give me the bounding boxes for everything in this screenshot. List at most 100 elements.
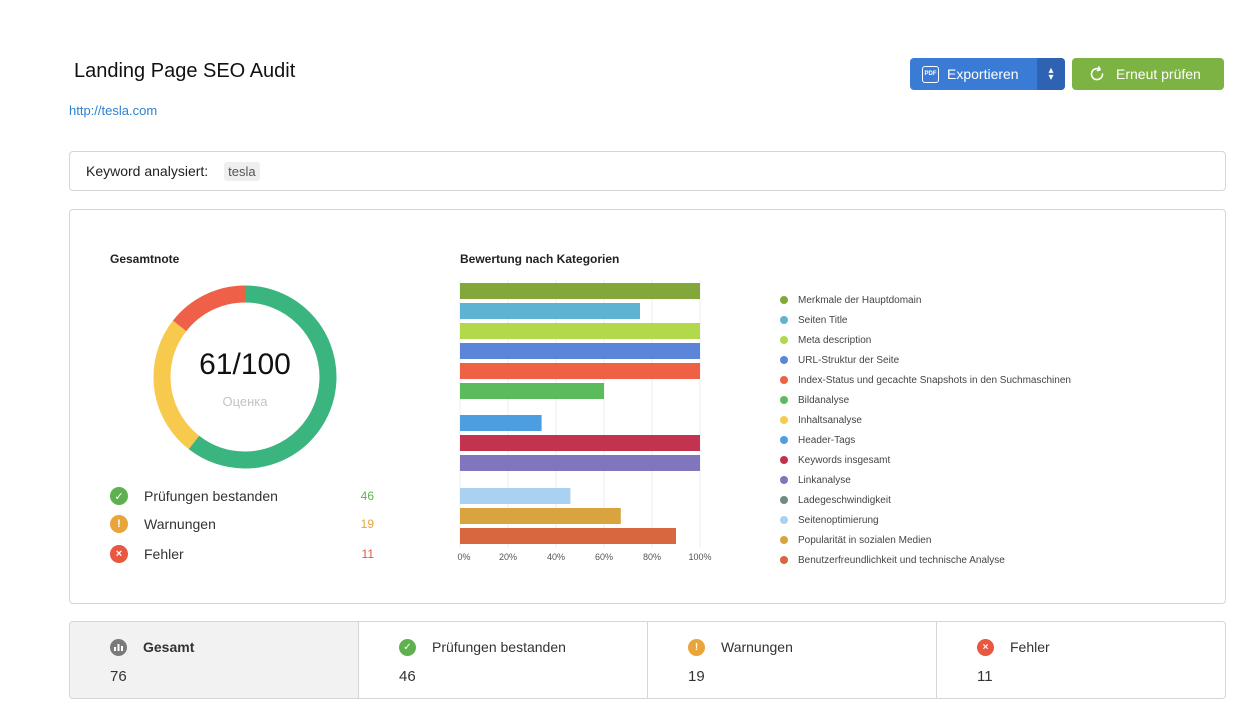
stat-passed-value: 46	[360, 489, 374, 503]
summary-warnings-value: 19	[688, 668, 705, 685]
legend-item: Header-Tags	[780, 430, 1071, 450]
export-dropdown-toggle[interactable]: ▴ ▾	[1037, 58, 1065, 90]
chart-bar	[460, 323, 700, 339]
chart-bar	[460, 528, 676, 544]
check-icon: ✓	[399, 638, 416, 656]
summary-errors-label: Fehler	[1010, 639, 1050, 655]
chart-bar	[460, 363, 700, 379]
summary-passed-value: 46	[399, 668, 416, 685]
legend-dot-icon	[780, 416, 788, 424]
legend-label: Meta description	[798, 334, 872, 346]
chart-tick-label: 20%	[499, 552, 517, 562]
export-button[interactable]: PDF Exportieren ▴ ▾	[910, 58, 1065, 90]
chart-bar	[460, 455, 700, 471]
donut-errors-segment	[153, 285, 337, 469]
chart-tick-label: 100%	[688, 552, 711, 562]
recheck-button[interactable]: Erneut prüfen	[1072, 58, 1224, 90]
stat-warnings-label: Warnungen	[144, 516, 216, 532]
chart-tick-label: 0%	[457, 552, 470, 562]
legend-label: Inhaltsanalyse	[798, 414, 862, 426]
legend-label: Linkanalyse	[798, 474, 851, 486]
legend-dot-icon	[780, 296, 788, 304]
stat-warnings: ! Warnungen 19	[110, 514, 374, 534]
legend-label: Bildanalyse	[798, 394, 850, 406]
legend-dot-icon	[780, 356, 788, 364]
legend-label: Ladegeschwindigkeit	[798, 494, 891, 506]
keyword-box: Keyword analysiert: tesla	[69, 151, 1226, 191]
legend-dot-icon	[780, 336, 788, 344]
caret-up-icon: ▴	[1048, 65, 1054, 76]
legend-item: Linkanalyse	[780, 470, 1071, 490]
chart-bar	[460, 343, 700, 359]
error-icon: ×	[977, 638, 994, 656]
legend-label: Seiten Title	[798, 314, 848, 326]
summary-passed-label: Prüfungen bestanden	[432, 639, 566, 655]
legend-dot-icon	[780, 376, 788, 384]
chart-bar	[460, 488, 571, 504]
summary-warnings-label: Warnungen	[721, 639, 793, 655]
recheck-label: Erneut prüfen	[1116, 66, 1201, 82]
legend-item: Inhaltsanalyse	[780, 410, 1071, 430]
summary-bar: Gesamt 76 ✓ Prüfungen bestanden 46 ! War…	[69, 621, 1226, 699]
chart-bar	[460, 415, 542, 431]
summary-total-value: 76	[110, 668, 127, 685]
stat-passed-label: Prüfungen bestanden	[144, 488, 278, 504]
legend-label: Popularität in sozialen Medien	[798, 534, 932, 546]
keyword-label: Keyword analysiert:	[86, 163, 209, 179]
legend-item: Index-Status und gecachte Snapshots in d…	[780, 370, 1071, 390]
category-chart-title: Bewertung nach Kategorien	[460, 252, 620, 266]
score-value: 61/100	[199, 348, 291, 381]
category-bar-chart: 0% 20% 40% 60% 80% 100%	[457, 280, 712, 562]
legend-label: Header-Tags	[798, 434, 856, 446]
stat-errors-value: 11	[361, 547, 374, 561]
legend-dot-icon	[780, 476, 788, 484]
legend-label: Seitenoptimierung	[798, 514, 879, 526]
keyword-tag: tesla	[224, 161, 260, 181]
chart-bar	[460, 383, 604, 399]
chart-bar	[460, 303, 640, 319]
legend-label: Keywords insgesamt	[798, 454, 891, 466]
warning-icon: !	[110, 515, 128, 533]
chart-tick-label: 40%	[547, 552, 565, 562]
legend-label: Benutzerfreundlichkeit und technische An…	[798, 554, 1005, 566]
chart-icon	[110, 638, 127, 656]
summary-tab-warnings[interactable]: ! Warnungen 19	[648, 622, 937, 698]
summary-total-label: Gesamt	[143, 639, 195, 655]
donut-warnings-segment	[153, 285, 337, 469]
summary-tab-errors[interactable]: × Fehler 11	[937, 622, 1225, 698]
chart-bar	[460, 508, 621, 524]
chart-bar	[460, 435, 700, 451]
legend-dot-icon	[780, 496, 788, 504]
export-main[interactable]: PDF Exportieren	[910, 58, 1037, 90]
audited-url-link[interactable]: http://tesla.com	[69, 103, 158, 118]
legend-item: Benutzerfreundlichkeit und technische An…	[780, 550, 1071, 570]
page-title: Landing Page SEO Audit	[74, 60, 296, 82]
legend-dot-icon	[780, 536, 788, 544]
export-label: Exportieren	[947, 66, 1019, 82]
error-icon: ×	[110, 545, 128, 563]
overall-score-title: Gesamtnote	[110, 252, 180, 266]
stat-errors: × Fehler 11	[110, 544, 374, 564]
legend-dot-icon	[780, 556, 788, 564]
legend-label: Index-Status und gecachte Snapshots in d…	[798, 374, 1071, 386]
legend-label: URL-Struktur der Seite	[798, 354, 900, 366]
warning-icon: !	[688, 638, 705, 656]
score-donut	[153, 285, 337, 469]
refresh-icon	[1090, 66, 1104, 81]
legend-dot-icon	[780, 316, 788, 324]
chart-bar	[460, 283, 700, 299]
summary-tab-total[interactable]: Gesamt 76	[70, 622, 359, 698]
caret-down-icon: ▾	[1048, 72, 1054, 83]
chart-tick-label: 60%	[595, 552, 613, 562]
summary-tab-passed[interactable]: ✓ Prüfungen bestanden 46	[359, 622, 648, 698]
legend-item: Seiten Title	[780, 310, 1071, 330]
chart-tick-label: 80%	[643, 552, 661, 562]
legend-item: Merkmale der Hauptdomain	[780, 290, 1071, 310]
legend-item: Meta description	[780, 330, 1071, 350]
legend-item: Ladegeschwindigkeit	[780, 490, 1071, 510]
legend-item: Seitenoptimierung	[780, 510, 1071, 530]
audit-summary-panel	[69, 209, 1226, 604]
legend-dot-icon	[780, 456, 788, 464]
stat-warnings-value: 19	[360, 517, 374, 531]
summary-errors-value: 11	[977, 668, 993, 685]
